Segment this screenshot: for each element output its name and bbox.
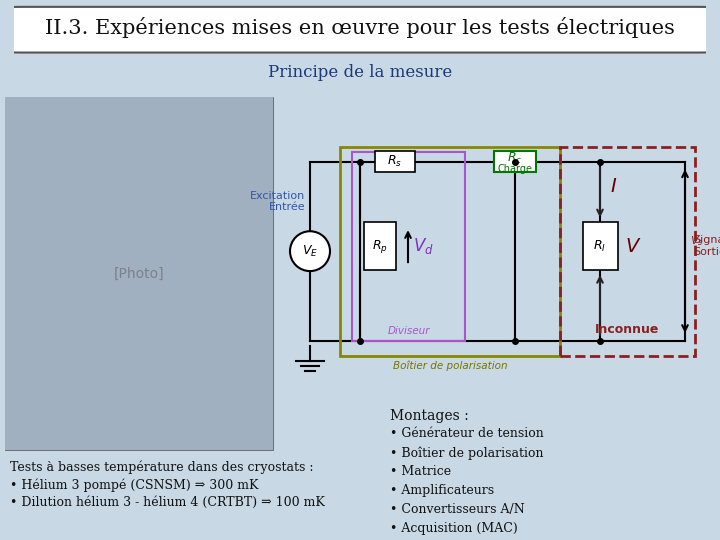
Text: • Convertisseurs A/N: • Convertisseurs A/N [390,503,525,516]
Text: • Générateur de tension: • Générateur de tension [390,428,544,441]
Text: • Amplificateurs: • Amplificateurs [390,484,494,497]
Bar [494,151,536,172]
Text: $R_s$: $R_s$ [387,154,402,169]
Bar [375,151,415,172]
Text: Principe de la mesure: Principe de la mesure [268,64,452,82]
Bar [583,222,618,270]
Text: Tests à basses température dans des cryostats :: Tests à basses température dans des cryo… [10,460,313,474]
Text: $R_p$: $R_p$ [372,238,388,255]
Text: Montages :: Montages : [390,409,469,422]
Bar [5,97,273,450]
Text: • Dilution hélium 3 - hélium 4 (CRTBT) ⇒ 100 mK: • Dilution hélium 3 - hélium 4 (CRTBT) ⇒… [10,496,325,509]
Bar [340,146,560,356]
Text: • Hélium 3 pompé (CSNSM) ⇒ 300 mK: • Hélium 3 pompé (CSNSM) ⇒ 300 mK [10,478,258,492]
Text: Excitation
Entrée: Excitation Entrée [250,191,305,212]
Bar [364,222,396,270]
Bar [560,146,695,356]
Text: Charge: Charge [498,165,533,174]
Bar [5,97,273,450]
Text: $V_s$: $V_s$ [690,234,703,248]
Text: • Matrice: • Matrice [390,465,451,478]
Text: Boîtier de polarisation: Boîtier de polarisation [392,361,508,371]
Circle shape [290,231,330,271]
Text: • Boîtier de polarisation: • Boîtier de polarisation [390,447,544,460]
Text: • Acquisition (MAC): • Acquisition (MAC) [390,522,518,535]
Text: Diviseur: Diviseur [387,326,430,336]
Bar [5,97,273,450]
Text: Inconnue: Inconnue [595,323,660,336]
Text: [Photo]: [Photo] [114,267,164,281]
Text: $V_E$: $V_E$ [302,244,318,259]
Text: $I$: $I$ [610,177,617,196]
Text: II.3. Expériences mises en œuvre pour les tests électriques: II.3. Expériences mises en œuvre pour le… [45,17,675,38]
Text: $V_d$: $V_d$ [413,236,434,256]
Text: Signal
Sortie: Signal Sortie [693,235,720,257]
Bar [352,152,465,341]
Text: $R_I$: $R_I$ [593,239,606,254]
Text: $R_c$: $R_c$ [508,151,523,166]
FancyBboxPatch shape [7,7,713,52]
Text: $V$: $V$ [625,237,642,255]
